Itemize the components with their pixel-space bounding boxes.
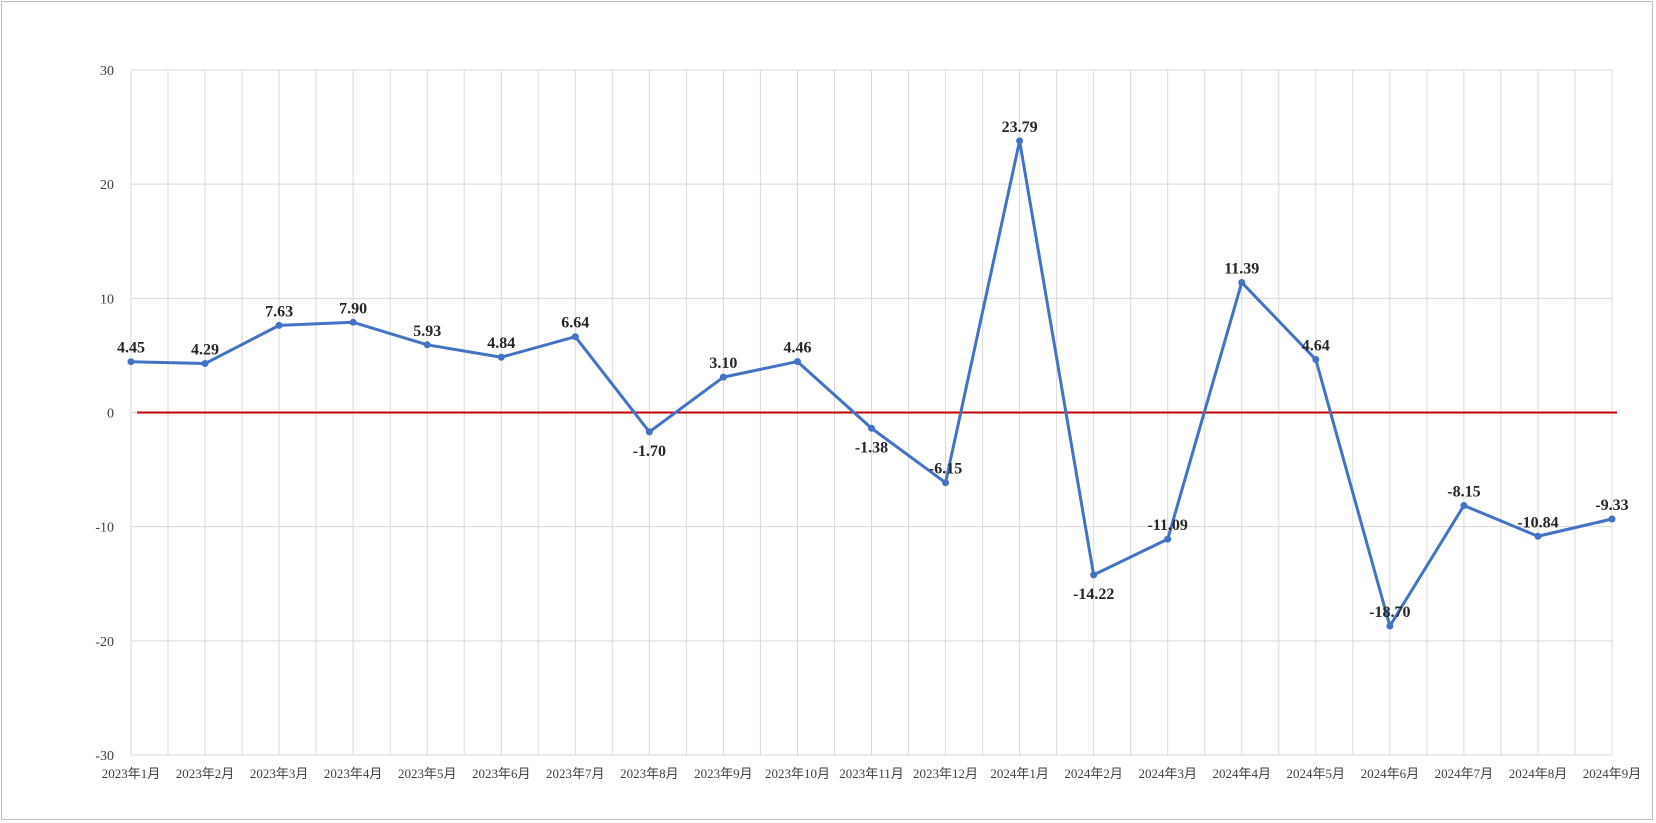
x-tick-label: 2023年5月	[398, 766, 457, 781]
data-label: -1.70	[633, 443, 666, 460]
data-point	[1460, 502, 1468, 510]
data-point	[1312, 356, 1320, 364]
x-tick-label: 2024年7月	[1435, 766, 1494, 781]
data-point	[793, 358, 801, 366]
data-point	[349, 318, 357, 326]
data-label: 11.39	[1224, 260, 1259, 277]
x-tick-label: 2024年5月	[1287, 766, 1346, 781]
x-tick-label: 2023年2月	[176, 766, 235, 781]
data-point	[275, 321, 283, 329]
data-label: 5.93	[413, 323, 441, 340]
x-tick-label: 2023年12月	[913, 766, 978, 781]
data-point	[1090, 571, 1098, 579]
x-tick-label: 2024年8月	[1509, 766, 1568, 781]
data-label: -10.84	[1517, 514, 1558, 531]
data-point	[1608, 515, 1616, 523]
x-tick-label: 2024年6月	[1361, 766, 1420, 781]
data-point	[942, 479, 950, 487]
y-tick-label: -10	[95, 521, 114, 536]
data-label: 7.90	[339, 300, 367, 317]
data-label: 6.64	[561, 315, 589, 332]
data-label: -6.15	[929, 461, 962, 478]
data-label: -1.38	[855, 439, 888, 456]
data-label: 3.10	[709, 355, 737, 372]
data-point	[423, 341, 431, 349]
y-tick-label: 10	[100, 292, 114, 307]
x-tick-label: 2023年9月	[694, 766, 753, 781]
data-point	[719, 373, 727, 381]
data-point	[1386, 622, 1394, 630]
data-label: 7.63	[265, 303, 293, 320]
x-tick-label: 2024年3月	[1138, 766, 1197, 781]
data-point	[1164, 535, 1172, 543]
data-point	[127, 358, 135, 366]
data-point	[571, 333, 579, 341]
data-point	[645, 428, 653, 436]
x-tick-label: 2023年3月	[250, 766, 309, 781]
data-label: -18.70	[1369, 604, 1410, 621]
data-label: 4.64	[1302, 338, 1330, 355]
data-point	[201, 360, 209, 368]
data-label: 4.46	[783, 340, 811, 357]
data-label: -9.33	[1595, 497, 1628, 514]
x-tick-label: 2023年7月	[546, 766, 605, 781]
x-tick-label: 2023年6月	[472, 766, 531, 781]
y-tick-label: 20	[100, 178, 114, 193]
data-label: -8.15	[1447, 484, 1480, 501]
data-label: 4.29	[191, 342, 219, 359]
x-tick-label: 2023年11月	[839, 766, 904, 781]
x-tick-label: 2023年1月	[102, 766, 161, 781]
x-tick-label: 2023年4月	[324, 766, 383, 781]
data-label: -11.09	[1147, 517, 1187, 534]
x-tick-label: 2024年9月	[1583, 766, 1642, 781]
x-tick-label: 2024年1月	[990, 766, 1049, 781]
data-label: 4.84	[487, 335, 515, 352]
data-point	[868, 424, 875, 432]
data-point	[1534, 532, 1542, 540]
data-label: 4.45	[117, 340, 145, 357]
y-tick-label: 0	[107, 407, 114, 422]
data-label: 23.79	[1002, 119, 1038, 136]
data-point	[497, 353, 505, 361]
x-tick-label: 2023年10月	[765, 766, 830, 781]
x-tick-label: 2024年4月	[1212, 766, 1271, 781]
y-tick-label: 30	[100, 64, 114, 79]
data-point	[1016, 137, 1024, 145]
data-point	[1238, 278, 1246, 286]
x-tick-label: 2023年8月	[620, 766, 679, 781]
data-label: -14.22	[1073, 586, 1114, 603]
y-tick-label: -30	[95, 749, 114, 764]
x-tick-label: 2024年2月	[1064, 766, 1123, 781]
y-tick-label: -20	[95, 635, 114, 650]
